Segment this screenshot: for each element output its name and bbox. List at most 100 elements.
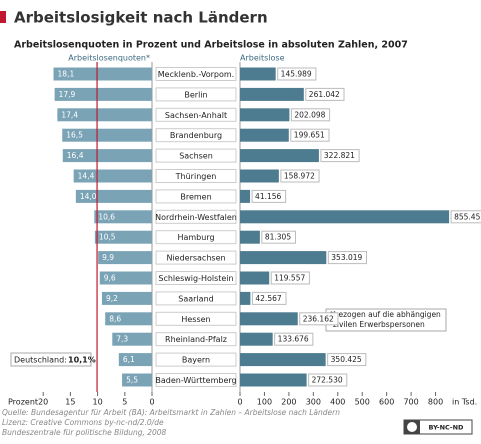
value-label-box [290,108,331,122]
category-label: Hessen [181,315,210,324]
value-label-box [251,189,287,203]
footnote: *bezogen auf die abhängigen zivilen Erwe… [325,308,447,332]
value-label-rate: 17,4 [61,110,78,119]
footnote-line: *bezogen auf die abhängigen [330,310,441,319]
bar-count [240,189,251,203]
bar-count [240,373,307,387]
value-label-count: 322.821 [324,151,355,160]
value-label-count: 261.042 [309,90,340,99]
bar-rate [54,87,152,101]
category-box [155,128,237,143]
bar-count [240,332,273,346]
bar-count [240,108,290,122]
value-label-rate: 6,1 [123,355,135,364]
title-marker [0,11,6,23]
value-label-box [277,67,317,81]
value-label-box [308,373,348,387]
category-label: Sachsen-Anhalt [165,111,227,120]
category-label: Bremen [180,192,211,201]
x-tick-label: 5 [122,398,127,407]
value-label-count: 145.989 [281,70,312,79]
category-label: Berlin [184,90,207,99]
bar-rate [118,353,152,367]
value-label-count: 42.567 [255,294,281,303]
bar-rate [57,108,152,122]
value-label-rate: 9,9 [102,253,114,262]
category-label: Mecklenb.-Vorpom. [158,70,234,79]
badge-text: BY-NC-ND [429,424,465,432]
value-label-rate: 10,6 [98,212,115,221]
category-box [155,148,237,163]
value-label-box [320,149,360,163]
value-label-rate: 10,5 [99,233,116,242]
source-line: Quelle: Bundesagentur für Arbeit (BA): A… [2,408,340,417]
bar-rate [105,312,152,326]
bar-rate [112,332,152,346]
category-box [155,107,237,122]
bar-rate [75,189,152,203]
reference-label: Deutschland: [14,356,67,365]
x2-tick-label: 0 [237,398,242,407]
category-box [155,352,237,367]
bar-count [240,67,276,81]
source-line: Lizenz: Creative Commons by-nc-nd/2.0/de [2,418,164,427]
chart-title: Arbeitslosigkeit nach Ländern [14,9,268,27]
value-label-rate: 14,4 [78,172,95,181]
x2-tick-label: 700 [403,398,418,407]
bar-rate [94,230,152,244]
legend-left: Arbeitslosenquoten* [68,54,150,63]
category-box [155,291,237,306]
category-label: Rheinland-Pfalz [165,335,227,344]
value-label-count: 133.676 [278,335,309,344]
value-label-rate: 16,4 [67,151,84,160]
value-label-count: 236.162 [303,314,334,323]
bar-rate [98,251,152,265]
x-tick-label: 0 [149,398,154,407]
value-label-rate: 7,3 [116,335,128,344]
bar-rate [101,291,152,305]
value-label-count: 41.156 [255,192,281,201]
value-label-box [305,87,345,101]
category-box [155,332,237,347]
value-label-box [274,332,314,346]
value-label-count: 119.557 [274,274,305,283]
x2-tick-label: 100 [257,398,272,407]
reference-box [10,352,92,367]
category-box [155,230,237,245]
bar-count [240,312,298,326]
x-axis-label: Prozent [8,398,38,407]
bar-rate [53,67,153,81]
bar-count [240,87,304,101]
category-label: Bayern [182,356,210,365]
category-label: Sachsen [179,152,213,161]
value-label-box [270,271,310,285]
cc-icon [407,422,417,432]
x2-tick-label: 500 [355,398,370,407]
value-label-rate: 5,5 [126,376,138,385]
chart-subtitle: Arbeitslosenquoten in Prozent und Arbeit… [14,40,408,51]
x2-tick-label: 200 [281,398,296,407]
bar-count [240,230,260,244]
value-label-box [299,312,339,326]
value-label-box [450,210,481,224]
x2-tick-label: 800 [428,398,443,407]
bar-count [240,251,327,265]
x-tick-label: 10 [93,398,103,407]
category-box [155,189,237,204]
bar-rate [94,210,152,224]
category-label: Brandenburg [170,131,222,140]
bar-count [240,291,251,305]
bar-rate [73,169,152,183]
category-label: Niedersachsen [166,254,225,263]
value-label-box [290,128,330,142]
bar-rate [62,128,152,142]
category-label: Schleswig-Holstein [158,274,233,283]
value-label-rate: 17,9 [59,90,76,99]
value-label-rate: 8,6 [109,314,121,323]
value-label-box [261,230,296,244]
source-line: Bundeszentrale für politische Bildung, 2… [2,428,167,437]
bar-count [240,149,319,163]
license-badge: BY-NC-ND [403,419,473,435]
value-label-box [251,291,287,305]
